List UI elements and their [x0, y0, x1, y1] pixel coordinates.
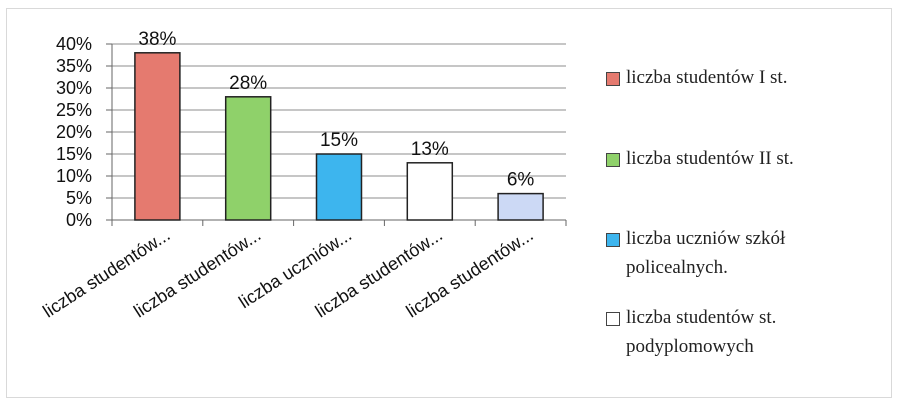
bar	[315, 153, 363, 221]
y-tick-label: 30%	[56, 78, 92, 98]
y-tick-label: 25%	[56, 100, 92, 120]
legend: liczba studentów I st. liczba studentów …	[600, 0, 890, 405]
data-label: 15%	[320, 130, 358, 151]
legend-swatch-icon	[606, 233, 620, 247]
legend-label: liczba studentów I st.	[626, 67, 788, 88]
y-tick-label: 15%	[56, 144, 92, 164]
data-label: 28%	[229, 73, 267, 94]
legend-item: liczba studentów I st.	[606, 67, 787, 92]
y-tick-label: 40%	[56, 34, 92, 54]
legend-item: liczba studentów II st.	[606, 148, 794, 173]
data-label: 13%	[411, 139, 449, 160]
legend-label: liczba studentów II st.	[626, 148, 794, 169]
legend-label: liczba studentów st. podyplomowych	[626, 307, 777, 357]
data-label: 38%	[138, 29, 176, 50]
legend-swatch-icon	[606, 153, 620, 167]
bar-chart: 0%5%10%15%20%25%30%35%40% 38%liczba stude…	[39, 29, 567, 321]
legend-swatch-icon	[606, 72, 620, 86]
y-tick-label: 0%	[66, 210, 92, 230]
bar	[224, 96, 272, 221]
legend-swatch-icon	[606, 312, 620, 326]
y-tick-label: 35%	[56, 56, 92, 76]
bar	[406, 162, 454, 221]
legend-item: liczba studentów st. podyplomowych	[606, 307, 856, 361]
bar	[134, 52, 181, 221]
bar	[497, 192, 544, 221]
y-tick-label: 20%	[56, 122, 92, 142]
y-tick-label: 5%	[66, 188, 92, 208]
y-tick-label: 10%	[56, 166, 92, 186]
data-label: 6%	[507, 170, 535, 191]
legend-label: liczba uczniów szkół policealnych.	[626, 228, 786, 278]
legend-item: liczba uczniów szkół policealnych.	[606, 228, 856, 282]
